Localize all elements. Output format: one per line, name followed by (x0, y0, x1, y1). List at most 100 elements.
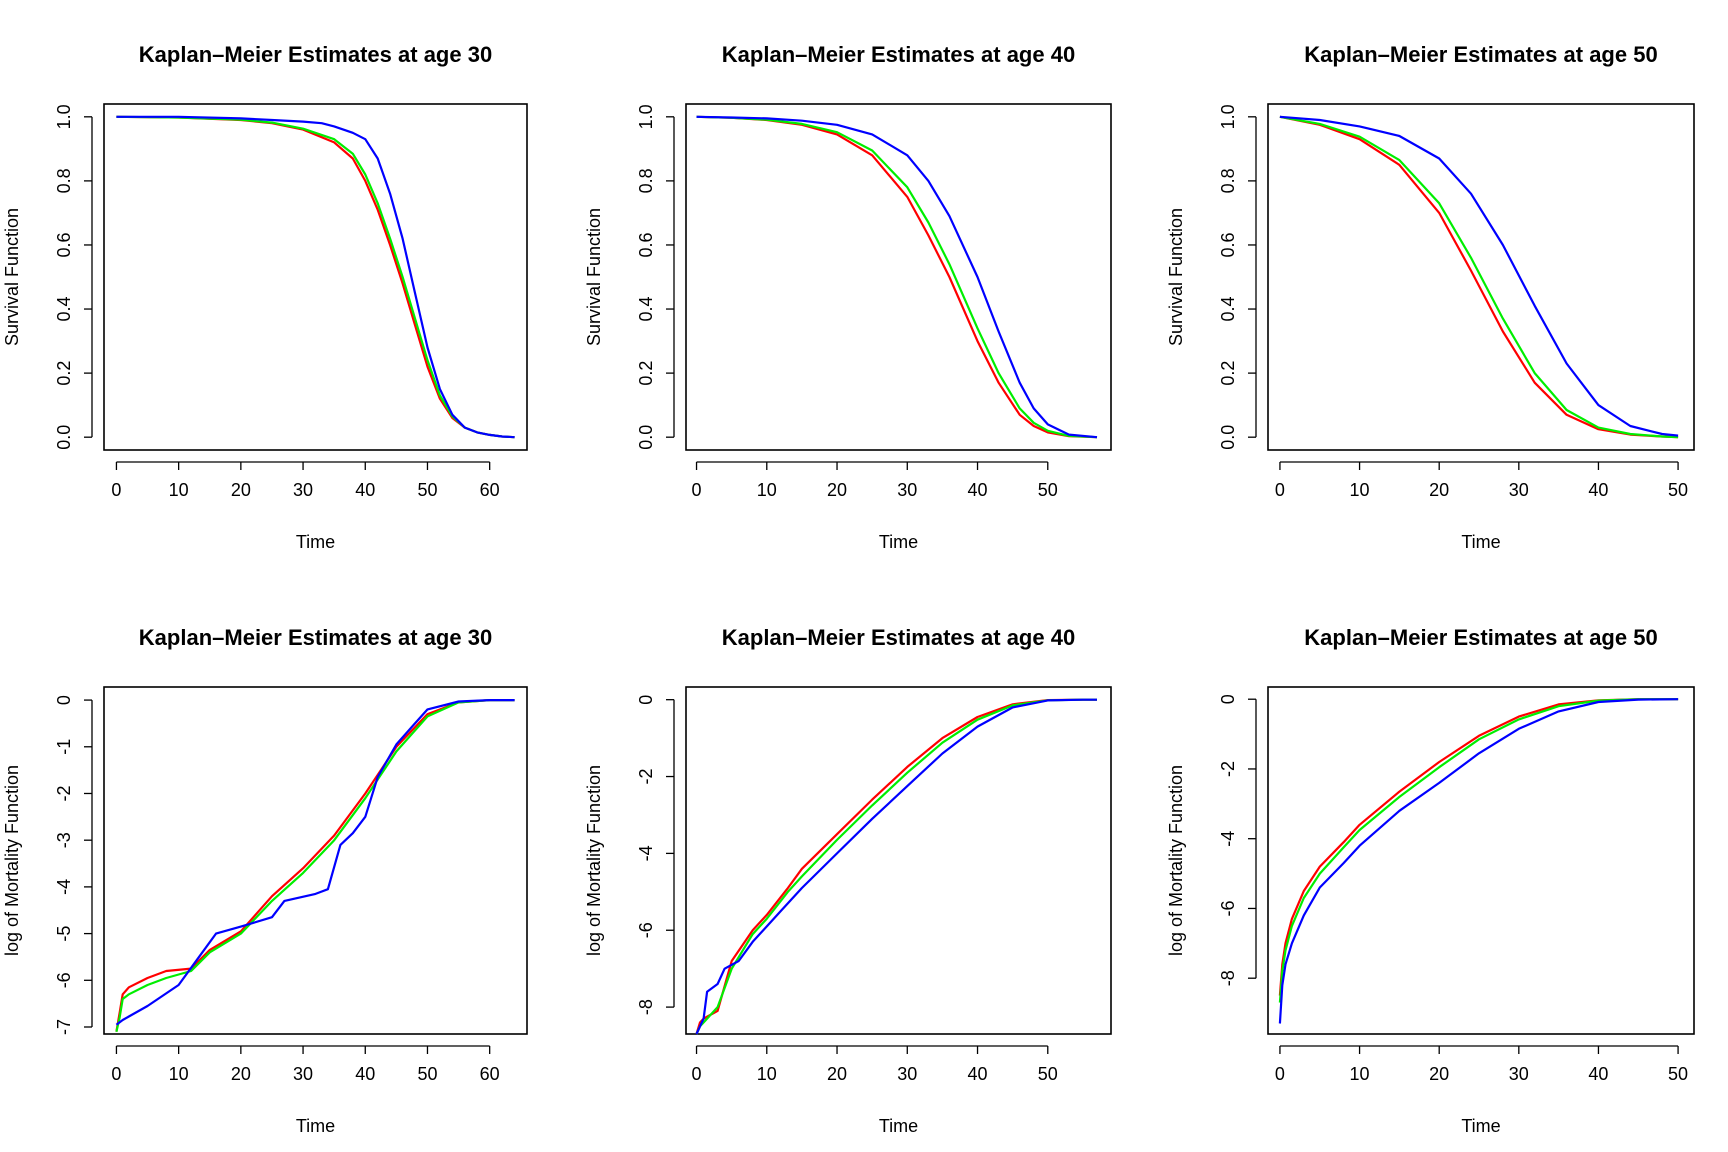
chart-title: Kaplan–Meier Estimates at age 40 (722, 625, 1075, 650)
y-tick-label: 0.6 (636, 232, 656, 257)
y-tick-label: -2 (1218, 761, 1238, 777)
series-line-1 (1279, 115, 1679, 439)
y-tick-label: 0.4 (54, 297, 74, 322)
y-tick-label: 1.0 (1218, 104, 1238, 129)
x-tick-label: 0 (111, 1064, 121, 1084)
series-line-1 (1278, 698, 1679, 996)
plot-frame (103, 686, 528, 1035)
y-tick-label: -3 (54, 832, 74, 848)
x-tick-label: 20 (827, 480, 847, 500)
series-line-1 (696, 115, 1098, 439)
x-tick-label: 50 (1038, 1064, 1058, 1084)
series-line-1 (116, 115, 515, 439)
x-tick-label: 30 (897, 480, 917, 500)
y-tick-label: -8 (636, 999, 656, 1015)
y-tick-label: 1.0 (54, 104, 74, 129)
chart-title: Kaplan–Meier Estimates at age 30 (139, 42, 492, 67)
y-tick-label: -6 (54, 972, 74, 988)
x-tick-label: 0 (692, 480, 702, 500)
y-tick-label: 0.0 (1218, 425, 1238, 450)
y-tick-label: 0 (1218, 694, 1238, 704)
x-tick-label: 20 (231, 1064, 251, 1084)
y-axis-label: Survival Function (2, 208, 22, 346)
y-tick-label: 0.2 (636, 361, 656, 386)
y-axis-label: Survival Function (584, 208, 604, 346)
plot-frame (685, 686, 1112, 1035)
chart-panel-3: Kaplan–Meier Estimates at age 50 0 10 20 30 4… (1166, 42, 1695, 552)
y-tick-label: 0.4 (1218, 297, 1238, 322)
y-tick-label: -2 (54, 785, 74, 801)
plot-frame (1267, 103, 1695, 451)
series-line-2 (1279, 115, 1679, 439)
series-line-2 (695, 698, 1097, 1035)
x-axis-label: Time (1461, 1116, 1500, 1136)
x-tick-label: 0 (111, 480, 121, 500)
chart-title: Kaplan–Meier Estimates at age 50 (1304, 42, 1657, 67)
y-tick-label: 0.0 (636, 425, 656, 450)
y-tick-label: 1.0 (636, 104, 656, 129)
y-tick-label: -6 (636, 922, 656, 938)
chart-title: Kaplan–Meier Estimates at age 50 (1304, 625, 1657, 650)
y-tick-label: -6 (1218, 900, 1238, 916)
x-tick-label: 10 (169, 1064, 189, 1084)
series-line-2 (115, 699, 515, 1032)
x-tick-label: 40 (355, 1064, 375, 1084)
y-tick-label: 0.2 (54, 361, 74, 386)
series-line-1 (695, 698, 1097, 1035)
y-axis-label: Survival Function (1166, 208, 1186, 346)
x-axis-label: Time (296, 532, 335, 552)
y-tick-label: -4 (54, 879, 74, 895)
x-tick-label: 60 (480, 1064, 500, 1084)
x-tick-label: 30 (1509, 1064, 1529, 1084)
series-line-2 (1278, 698, 1679, 1003)
series-line-3 (116, 115, 515, 439)
x-tick-label: 40 (1588, 480, 1608, 500)
x-tick-label: 40 (968, 480, 988, 500)
x-tick-label: 10 (169, 480, 189, 500)
chart-panel-1: Kaplan–Meier Estimates at age 30 0 10 20 30 4… (2, 42, 528, 552)
x-tick-label: 50 (1668, 480, 1688, 500)
x-tick-label: 50 (417, 1064, 437, 1084)
y-tick-label: -2 (636, 769, 656, 785)
x-tick-label: 50 (417, 480, 437, 500)
y-tick-label: -5 (54, 926, 74, 942)
chart-title: Kaplan–Meier Estimates at age 30 (139, 625, 492, 650)
chart-title: Kaplan–Meier Estimates at age 40 (722, 42, 1075, 67)
x-tick-label: 60 (480, 480, 500, 500)
x-tick-label: 40 (968, 1064, 988, 1084)
y-axis-label: log of Mortality Function (584, 765, 604, 956)
chart-panel-6: Kaplan–Meier Estimates at age 50 0 10 20 30 4… (1166, 625, 1695, 1136)
y-tick-label: 0 (54, 695, 74, 705)
y-tick-label: 0.4 (636, 297, 656, 322)
chart-panel-4: Kaplan–Meier Estimates at age 30 0 10 20 30 4… (2, 625, 528, 1136)
y-tick-label: 0.2 (1218, 361, 1238, 386)
y-tick-label: 0.6 (1218, 232, 1238, 257)
y-tick-label: -4 (1218, 831, 1238, 847)
y-tick-label: -1 (54, 739, 74, 755)
x-tick-label: 0 (1275, 480, 1285, 500)
y-tick-label: 0.8 (636, 168, 656, 193)
chart-panel-2: Kaplan–Meier Estimates at age 40 0 10 20 30 4… (584, 42, 1112, 552)
y-tick-label: -4 (636, 845, 656, 861)
y-tick-label: 0.0 (54, 425, 74, 450)
y-tick-label: 0.8 (54, 168, 74, 193)
x-tick-label: 30 (1509, 480, 1529, 500)
x-tick-label: 30 (897, 1064, 917, 1084)
series-line-3 (695, 698, 1097, 1035)
series-line-2 (116, 115, 515, 439)
y-axis-label: log of Mortality Function (2, 765, 22, 956)
x-tick-label: 20 (231, 480, 251, 500)
x-tick-label: 40 (355, 480, 375, 500)
x-tick-label: 50 (1668, 1064, 1688, 1084)
x-tick-label: 10 (1350, 480, 1370, 500)
x-axis-label: Time (1461, 532, 1500, 552)
x-tick-label: 50 (1038, 480, 1058, 500)
series-line-1 (115, 699, 515, 1032)
chart-panel-5: Kaplan–Meier Estimates at age 40 0 10 20 30 4… (584, 625, 1112, 1136)
x-tick-label: 40 (1588, 1064, 1608, 1084)
series-line-3 (1279, 115, 1679, 437)
x-axis-label: Time (879, 532, 918, 552)
x-tick-label: 10 (757, 480, 777, 500)
x-tick-label: 10 (757, 1064, 777, 1084)
